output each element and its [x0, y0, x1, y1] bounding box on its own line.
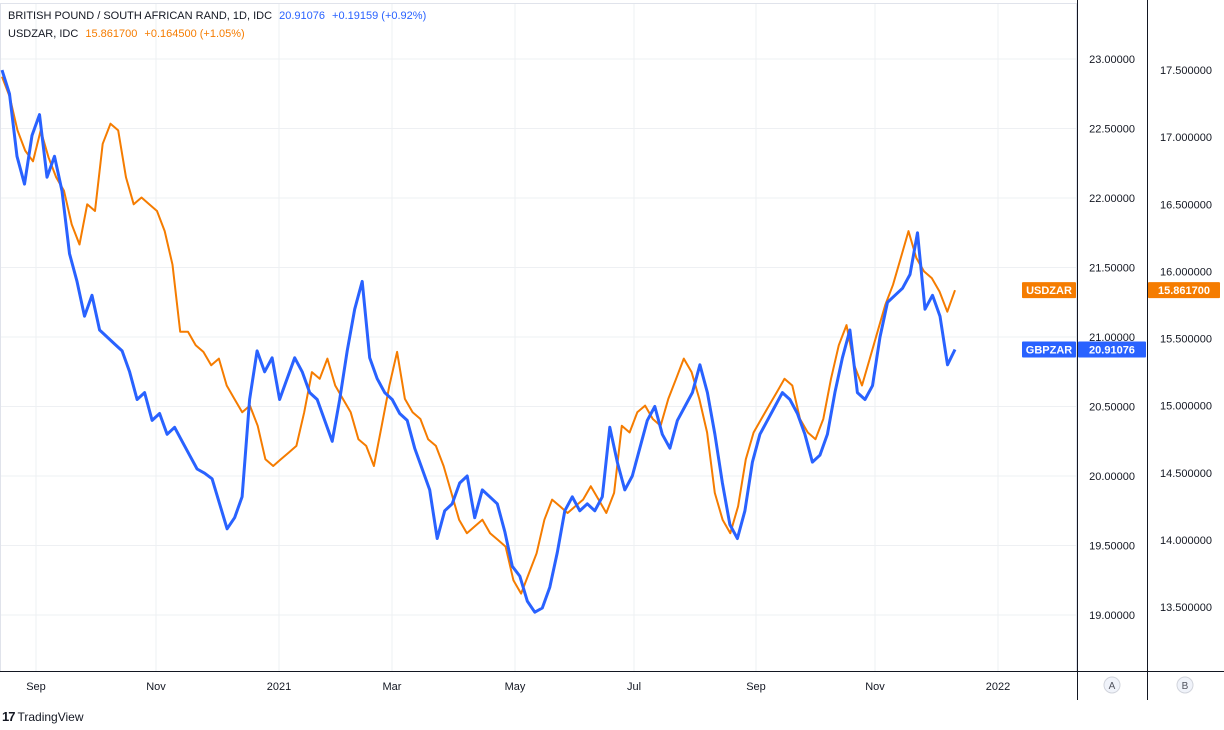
time-axis[interactable]: Sep Nov 2021 Mar May Jul Sep Nov 2022 — [26, 681, 1010, 693]
axis-a-tick-label: 23.00000 — [1089, 54, 1135, 66]
axis-b-tick-label: 16.500000 — [1160, 199, 1212, 211]
axis-b-tick-label: 14.000000 — [1160, 535, 1212, 547]
axis-a-tick-label: 21.00000 — [1089, 332, 1135, 344]
time-axis-tick-label: 2022 — [986, 681, 1010, 693]
price-axis-b[interactable]: 17.500000 17.000000 16.500000 16.000000 15.5… — [1160, 65, 1212, 614]
usdzar-value-badge-bg — [1148, 282, 1220, 299]
legend-usdzar-value: 15.861700 — [85, 28, 138, 40]
axis-b-tick-label: 14.500000 — [1160, 468, 1212, 480]
usdzar-name-badge-label: USDZAR — [1026, 285, 1072, 297]
usdzar-name-badge-bg — [1022, 282, 1076, 299]
series-lines — [0, 69, 957, 614]
axis-a-tick-label: 20.00000 — [1089, 471, 1135, 483]
scale-button-label: B — [1182, 681, 1189, 692]
axis-a-tick-label: 22.00000 — [1089, 193, 1135, 205]
axis-a-tick-label: 19.50000 — [1089, 541, 1135, 553]
axis-a-tick-label: 20.50000 — [1089, 402, 1135, 414]
axis-b-tick-label: 15.000000 — [1160, 401, 1212, 413]
legend-gbpzar-value: 20.91076 — [279, 10, 325, 22]
legend-usdzar-name: USDZAR, IDC — [8, 28, 79, 40]
chart-grid — [0, 4, 1077, 671]
legend-gbpzar-name: BRITISH POUND / SOUTH AFRICAN RAND, 1D, … — [8, 10, 273, 22]
series-line-usdzar — [1, 76, 956, 595]
axis-b-tick-label: 17.000000 — [1160, 132, 1212, 144]
time-axis-tick-label: Nov — [865, 681, 885, 693]
legend-gbpzar-change: +0.19159 (+0.92%) — [332, 10, 427, 22]
time-axis-tick-label: Sep — [746, 681, 766, 693]
series-line-gbpzar — [0, 69, 957, 614]
last-value-badges: GBPZAR 20.91076 USDZAR 15.861700 — [1022, 282, 1220, 358]
footer-brand[interactable]: 17 TradingView — [2, 709, 84, 724]
time-axis-tick-label: Sep — [26, 681, 46, 693]
legend-gbpzar[interactable]: BRITISH POUND / SOUTH AFRICAN RAND, 1D, … — [8, 10, 430, 22]
time-axis-tick-label: Jul — [627, 681, 641, 693]
usdzar-value-badge-label: 15.861700 — [1158, 285, 1210, 297]
time-axis-tick-label: 2021 — [267, 681, 291, 693]
scale-button-b[interactable] — [1176, 676, 1194, 694]
time-axis-tick-label: Nov — [146, 681, 166, 693]
legend-usdzar-change: +0.164500 (+1.05%) — [144, 28, 245, 40]
axis-b-tick-label: 15.500000 — [1160, 334, 1212, 346]
price-axis-a[interactable]: 23.00000 22.50000 22.00000 21.50000 21.00000… — [1089, 54, 1135, 622]
gbpzar-value-badge-label: 20.91076 — [1089, 345, 1135, 357]
brand-label: TradingView — [17, 709, 84, 724]
tradingview-logo-icon: 17 — [2, 709, 16, 724]
scale-button-label: A — [1109, 681, 1116, 692]
scale-button-a[interactable] — [1103, 676, 1121, 694]
time-axis-tick-label: May — [505, 681, 526, 693]
gbpzar-name-badge-label: GBPZAR — [1026, 345, 1073, 357]
time-axis-tick-label: Mar — [383, 681, 402, 693]
axis-b-tick-label: 13.500000 — [1160, 602, 1212, 614]
axis-a-tick-label: 19.00000 — [1089, 610, 1135, 622]
axis-a-tick-label: 21.50000 — [1089, 263, 1135, 275]
gbpzar-name-badge-bg — [1022, 341, 1076, 358]
axis-b-tick-label: 17.500000 — [1160, 65, 1212, 77]
axis-b-tick-label: 16.000000 — [1160, 266, 1212, 278]
gbpzar-value-badge-bg — [1078, 341, 1146, 358]
legend-usdzar[interactable]: USDZAR, IDC 15.861700 +0.164500 (+1.05%) — [8, 28, 249, 40]
axis-a-tick-label: 22.50000 — [1089, 124, 1135, 136]
